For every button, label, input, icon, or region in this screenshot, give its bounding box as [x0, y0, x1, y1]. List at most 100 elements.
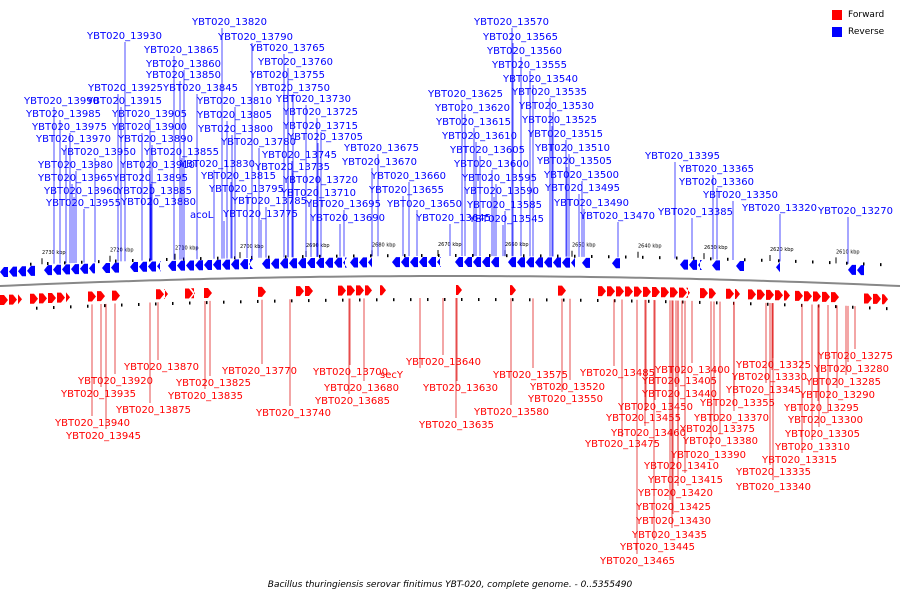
forward-gene-label: YBT020_13455	[605, 413, 681, 424]
forward-gene-arrow	[804, 291, 812, 302]
forward-gene-label: YBT020_13770	[221, 366, 297, 377]
figure-caption: Bacillus thuringiensis serovar finitimus…	[267, 580, 633, 590]
legend: Forward Reverse	[820, 0, 900, 50]
spacer-mark	[257, 299, 259, 303]
forward-gene-label: YBT020_13390	[670, 450, 746, 461]
spacer-mark	[744, 258, 746, 262]
spacer-mark	[274, 299, 276, 303]
reverse-gene-label: YBT020_13695	[305, 199, 381, 210]
forward-gene-arrow	[784, 290, 790, 301]
reverse-gene-arrow	[71, 264, 79, 275]
reverse-gene-arrow	[262, 258, 270, 269]
forward-gene-arrow	[258, 286, 266, 297]
spacer-mark	[852, 305, 854, 309]
reverse-gene-arrow	[222, 259, 230, 270]
tick-label: 2720 kbp	[110, 248, 134, 254]
forward-gene-arrow	[558, 285, 566, 296]
reverse-gene-label: YBT020_13645	[415, 213, 491, 224]
tick-label: 2640 kbp	[638, 244, 662, 250]
forward-gene-arrow	[873, 293, 881, 304]
spacer-mark	[64, 261, 66, 265]
forward-gene-label: YBT020_13465	[599, 556, 675, 567]
forward-gene-arrow	[305, 286, 313, 297]
spacer-mark	[693, 256, 695, 260]
reverse-gene-arrow	[508, 257, 516, 268]
legend-item-forward: Forward	[832, 8, 884, 22]
forward-gene-label: YBT020_13700	[312, 367, 388, 378]
forward-gene-label: YBT020_13940	[54, 418, 130, 429]
forward-gene-arrow	[88, 291, 96, 302]
reverse-gene-label: YBT020_13655	[368, 185, 444, 196]
reverse-gene-arrow	[298, 258, 306, 269]
forward-gene-arrow	[57, 292, 65, 303]
forward-gene-arrow	[766, 289, 774, 300]
reverse-gene-label: YBT020_13830	[179, 159, 255, 170]
reverse-gene-label: YBT020_13890	[117, 134, 193, 145]
spacer-mark	[291, 299, 293, 303]
reverse-gene-arrow	[289, 258, 297, 269]
reverse-gene-arrow	[18, 266, 26, 277]
reverse-gene-arrow	[102, 262, 110, 273]
spacer-mark	[353, 254, 355, 258]
forward-gene-label: YBT020_13415	[647, 475, 723, 486]
reverse-gene-label: YBT020_13610	[441, 131, 517, 142]
reverse-gene-label: YBT020_13510	[534, 143, 610, 154]
reverse-gene-arrow	[53, 264, 61, 275]
forward-gene-arrow	[616, 286, 624, 297]
reverse-gene-label: YBT020_13705	[287, 132, 363, 143]
tick-label: 2660 kbp	[505, 242, 529, 248]
reverse-gene-label: YBT020_13545	[468, 214, 544, 225]
forward-gene-label: YBT020_13430	[635, 516, 711, 527]
reverse-gene-arrow	[148, 261, 156, 272]
reverse-gene-arrow	[464, 257, 472, 268]
spacer-mark	[614, 299, 616, 303]
forward-gene-arrow	[296, 286, 304, 297]
reverse-gene-label: YBT020_13670	[341, 157, 417, 168]
reverse-gene-label: YBT020_13560	[486, 46, 562, 57]
reverse-gene-label: YBT020_13675	[343, 143, 419, 154]
spacer-mark	[393, 298, 395, 302]
reverse-gene-label: YBT020_13915	[86, 96, 162, 107]
reverse-gene-arrow	[562, 257, 570, 268]
forward-gene-label: YBT020_13740	[255, 408, 331, 419]
reverse-gene-label: YBT020_13785	[231, 196, 307, 207]
spacer-mark	[427, 298, 429, 302]
reverse-gene-arrow	[168, 260, 176, 271]
forward-gene-label: YBT020_13405	[641, 376, 717, 387]
spacer-mark	[81, 260, 83, 264]
reverse-gene-label: YBT020_13515	[527, 129, 603, 140]
forward-gene-arrow	[456, 285, 462, 296]
reverse-gene-label: YBT020_13505	[536, 156, 612, 167]
spacer-mark	[478, 298, 480, 302]
spacer-mark	[829, 261, 831, 265]
forward-gene-label: YBT020_13285	[805, 377, 881, 388]
reverse-gene-arrow	[111, 262, 119, 273]
reverse-gene-arrow	[204, 259, 212, 270]
forward-gene-label: secY	[380, 370, 404, 381]
forward-gene-arrow	[670, 287, 678, 298]
spacer-mark	[410, 298, 412, 302]
spacer-mark	[132, 258, 134, 262]
reverse-gene-label: YBT020_13860	[145, 59, 221, 70]
reverse-gene-arrow	[350, 257, 358, 268]
spacer-mark	[546, 298, 548, 302]
forward-gene-label: YBT020_13420	[637, 488, 713, 499]
forward-gene-arrow	[813, 291, 821, 302]
spacer-mark	[835, 305, 837, 309]
forward-gene-label: YBT020_13355	[699, 398, 775, 409]
reverse-gene-label: YBT020_13660	[370, 171, 446, 182]
spacer-mark	[495, 298, 497, 302]
spacer-mark	[121, 303, 123, 307]
reverse-gene-label: YBT020_13880	[120, 197, 196, 208]
reverse-gene-label: YBT020_13790	[217, 32, 293, 43]
forward-gene-arrow	[726, 288, 734, 299]
spacer-mark	[370, 254, 372, 258]
reverse-gene-arrow	[698, 260, 702, 271]
reverse-gene-label: YBT020_13780	[220, 137, 296, 148]
reverse-gene-label: YBT020_13620	[434, 103, 510, 114]
spacer-mark	[421, 254, 423, 258]
forward-gene-arrow	[598, 286, 606, 297]
reverse-gene-arrow	[736, 261, 744, 272]
reverse-gene-label: YBT020_13980	[37, 160, 113, 171]
spacer-mark	[200, 257, 202, 261]
